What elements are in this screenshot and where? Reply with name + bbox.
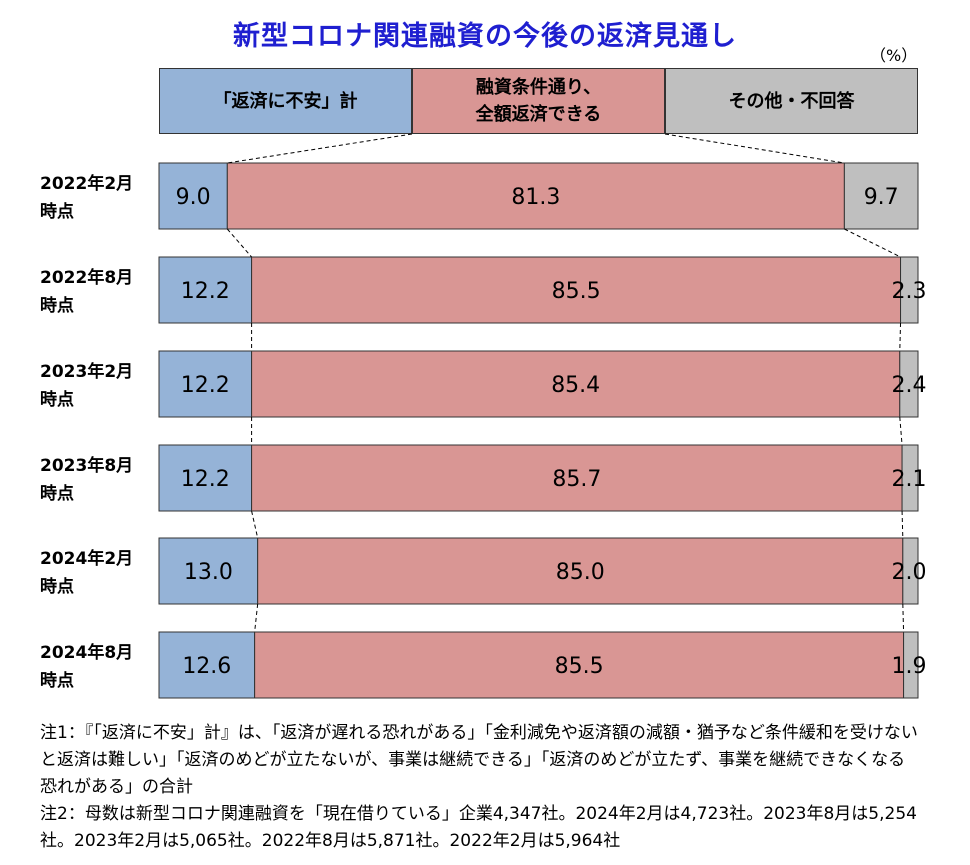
legend-anxiety: 「返済に不安」計 bbox=[159, 68, 412, 134]
label-full-2: 85.4 bbox=[551, 373, 600, 398]
legend-full-repayment: 融資条件通り、 全額返済できる bbox=[412, 68, 665, 134]
bar-anxiety-2 bbox=[158, 350, 253, 418]
legend-anxiety-label: 「返済に不安」計 bbox=[213, 90, 358, 112]
label-other-2: 2.4 bbox=[892, 373, 927, 398]
row-label-0-line-1: 時点 bbox=[40, 202, 74, 222]
label-anxiety-0: 9.0 bbox=[176, 185, 211, 210]
bar-full-0 bbox=[226, 162, 845, 230]
row-label-3-line-1: 時点 bbox=[40, 484, 74, 504]
bar-anxiety-4 bbox=[158, 537, 259, 605]
connector-full-3 bbox=[901, 510, 904, 539]
connector-legend-anxiety bbox=[227, 133, 413, 164]
bar-full-5 bbox=[254, 631, 905, 699]
connector-full-1 bbox=[899, 322, 902, 352]
connector-legend-full bbox=[664, 133, 845, 164]
bar-other-4 bbox=[902, 537, 919, 605]
bar-other-3 bbox=[901, 444, 919, 512]
row-label-4-line-0: 2024年2月 bbox=[40, 549, 134, 569]
row-label-0-line-0: 2022年2月 bbox=[40, 174, 134, 194]
row-label-4: 2024年2月 時点 bbox=[40, 545, 133, 601]
row-label-0: 2022年2月 時点 bbox=[40, 170, 133, 226]
label-full-3: 85.7 bbox=[552, 467, 601, 492]
bar-other-5 bbox=[903, 631, 919, 699]
bar-full-4 bbox=[257, 537, 904, 605]
label-anxiety-5: 12.6 bbox=[182, 654, 231, 679]
label-anxiety-4: 13.0 bbox=[184, 560, 233, 585]
bar-other-0 bbox=[843, 162, 919, 230]
label-other-1: 2.3 bbox=[892, 279, 927, 304]
row-label-3-line-0: 2023年8月 bbox=[40, 456, 134, 476]
row-label-1: 2022年8月 時点 bbox=[40, 264, 133, 320]
label-other-0: 9.7 bbox=[864, 185, 899, 210]
connector-anxiety-4 bbox=[254, 603, 259, 633]
chart-title: 新型コロナ関連融資の今後の返済見通し bbox=[233, 21, 737, 52]
connector-full-0 bbox=[844, 228, 901, 258]
row-label-3: 2023年8月 時点 bbox=[40, 452, 133, 508]
bar-full-2 bbox=[251, 350, 901, 418]
row-label-4-line-1: 時点 bbox=[40, 577, 74, 597]
connector-full-4 bbox=[902, 603, 905, 633]
row-label-5: 2024年8月 時点 bbox=[40, 639, 133, 695]
note-1: 注1：『「返済に不安」計』は、「返済が遅れる恐れがある」「金利減免や返済額の減額… bbox=[40, 723, 918, 797]
connector-anxiety-0 bbox=[226, 228, 252, 258]
label-full-4: 85.0 bbox=[556, 560, 605, 585]
row-label-2-line-0: 2023年2月 bbox=[40, 362, 134, 382]
label-anxiety-1: 12.2 bbox=[181, 279, 230, 304]
legend-other: その他・不回答 bbox=[665, 68, 918, 134]
connector-anxiety-3 bbox=[251, 510, 259, 539]
row-label-5-line-1: 時点 bbox=[40, 671, 74, 691]
label-full-0: 81.3 bbox=[511, 185, 560, 210]
label-anxiety-2: 12.2 bbox=[181, 373, 230, 398]
legend-other-label: その他・不回答 bbox=[728, 90, 855, 112]
stacked-bar-chart: 9.0 81.3 9.7 12.2 85.5 2.3 12.2 85.4 2.4 12.2 85.7… bbox=[158, 133, 927, 699]
bar-other-2 bbox=[899, 350, 919, 418]
legend-full-repayment-line2: 全額返済できる bbox=[475, 104, 602, 125]
row-label-2: 2023年2月 時点 bbox=[40, 358, 133, 414]
row-label-1-line-0: 2022年8月 bbox=[40, 268, 134, 288]
row-label-1-line-1: 時点 bbox=[40, 296, 74, 316]
bar-full-3 bbox=[251, 444, 903, 512]
label-other-5: 1.9 bbox=[892, 654, 927, 679]
label-full-1: 85.5 bbox=[552, 279, 601, 304]
row-label-2-line-1: 時点 bbox=[40, 390, 74, 410]
legend-full-repayment-line1: 融資条件通り、 bbox=[475, 77, 602, 98]
label-other-4: 2.0 bbox=[892, 560, 927, 585]
notes: 注1：『「返済に不安」計』は、「返済が遅れる恐れがある」「金利減免や返済額の減額… bbox=[40, 720, 920, 855]
note-2: 注2：母数は新型コロナ関連融資を「現在借りている」企業4,347社。2024年2… bbox=[40, 804, 917, 851]
label-other-3: 2.1 bbox=[892, 467, 927, 492]
connector-full-2 bbox=[899, 416, 903, 446]
bar-other-1 bbox=[900, 256, 919, 324]
bar-full-1 bbox=[251, 256, 902, 324]
label-full-5: 85.5 bbox=[555, 654, 604, 679]
label-anxiety-3: 12.2 bbox=[181, 467, 230, 492]
row-label-5-line-0: 2024年8月 bbox=[40, 643, 134, 663]
bar-anxiety-0 bbox=[158, 162, 228, 230]
unit-label: （%） bbox=[870, 46, 918, 65]
